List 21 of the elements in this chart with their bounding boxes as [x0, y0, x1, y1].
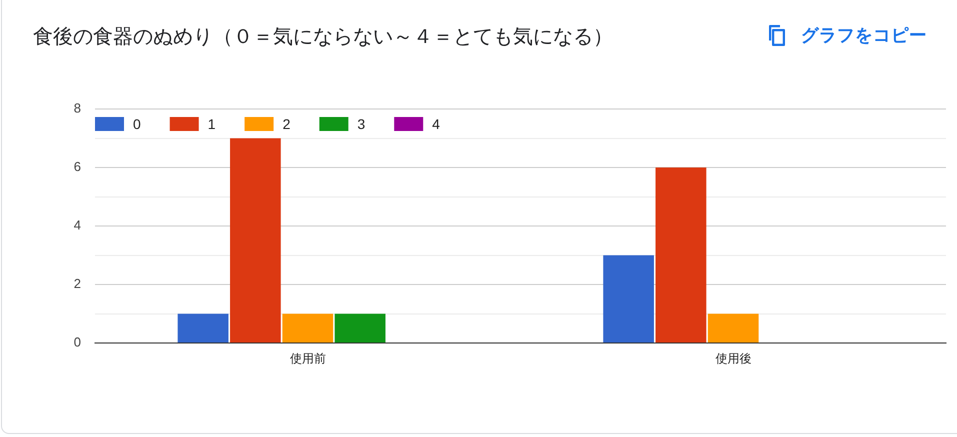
y-tick-label: 8 — [74, 100, 81, 116]
legend-label: 0 — [133, 116, 141, 132]
legend-label: 1 — [208, 116, 216, 132]
bar — [656, 168, 706, 342]
legend-label: 3 — [357, 116, 366, 132]
y-tick-label: 2 — [74, 276, 81, 292]
bar — [230, 138, 281, 342]
bar — [178, 314, 228, 342]
y-tick-label: 6 — [74, 159, 81, 174]
bar — [603, 255, 654, 342]
x-tick-label: 使用後 — [715, 352, 752, 366]
y-tick-label: 0 — [74, 334, 81, 350]
bar — [282, 314, 334, 342]
legend-label: 4 — [432, 116, 440, 132]
x-tick-label: 使用前 — [290, 352, 326, 366]
bar — [708, 314, 759, 342]
bar — [334, 314, 386, 342]
chart-title: 食後の食器のぬめり（０＝気にならない～４＝とても気になる） — [33, 25, 613, 50]
text: グラフをコピー — [801, 24, 927, 47]
y-tick-label: 4 — [74, 218, 81, 233]
legend-label: 2 — [282, 116, 291, 132]
